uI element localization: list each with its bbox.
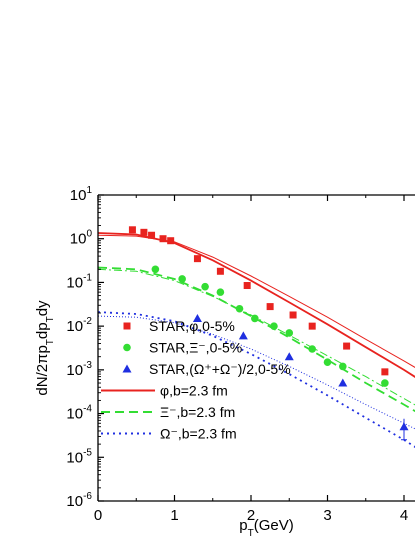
x-tick-label: 1 xyxy=(170,507,178,524)
y-tick-label: 10-2 xyxy=(66,316,92,335)
model-curves xyxy=(98,232,415,448)
y-tick-label: 10-6 xyxy=(66,491,92,510)
legend-marker-triangle xyxy=(122,364,132,373)
data-point-triangle xyxy=(192,313,202,322)
data-point-circle xyxy=(285,329,294,337)
x-tick-label: 3 xyxy=(323,507,331,524)
legend: STAR,φ,0-5% STAR,Ξ⁻,0-5% STAR,(Ω⁺+Ω⁻)/2,0-… xyxy=(101,318,291,442)
data-point-circle xyxy=(235,304,244,313)
data-point-circle xyxy=(323,358,332,366)
legend-label: STAR,φ,0-5% xyxy=(149,318,235,334)
data-point-square xyxy=(243,282,251,290)
x-tick-label: 4 xyxy=(400,507,408,524)
legend-label: Ξ⁻,b=2.3 fm xyxy=(160,404,235,420)
data-point-circle xyxy=(178,275,186,283)
data-point-square xyxy=(140,228,148,236)
data-point-square xyxy=(266,303,274,311)
data-point-square xyxy=(148,231,156,239)
model-curve-4 xyxy=(98,266,415,413)
legend-label: STAR,(Ω⁺+Ω⁻)/2,0-5% xyxy=(149,361,291,377)
legend-label: φ,b=2.3 fm xyxy=(160,383,228,399)
data-point-circle xyxy=(308,345,317,353)
x-axis-title: pT(GeV) xyxy=(239,517,293,537)
y-tick-label: 10-3 xyxy=(66,360,92,379)
data-point-square xyxy=(128,226,136,234)
data-point-triangle xyxy=(284,352,294,361)
data-point-circle xyxy=(339,362,347,371)
legend-marker-circle xyxy=(123,343,131,352)
y-tick-label: 101 xyxy=(70,185,93,204)
model-curve-3 xyxy=(98,232,415,378)
model-curve-secondary xyxy=(98,315,415,430)
data-point-circle xyxy=(216,288,225,296)
y-tick-label: 10-4 xyxy=(66,404,92,423)
legend-label: STAR,Ξ⁻,0-5% xyxy=(149,340,242,356)
model-curve-5 xyxy=(98,311,415,448)
legend-label: Ω⁻,b=2.3 fm xyxy=(160,426,237,442)
data-point-square xyxy=(159,235,167,243)
model-curve-secondary xyxy=(98,234,415,368)
data-point-square xyxy=(289,311,297,319)
data-point-circle xyxy=(151,265,160,274)
x-tick-label: 0 xyxy=(94,507,102,524)
data-point-triangle xyxy=(238,331,248,340)
data-point-circle xyxy=(381,379,389,387)
data-point-triangle xyxy=(399,422,409,431)
data-points xyxy=(128,226,409,441)
x-tick-label: 2 xyxy=(247,507,255,524)
y-tick-label: 100 xyxy=(70,229,93,248)
data-point-square xyxy=(343,342,351,350)
data-point-circle xyxy=(270,322,278,330)
data-point-square xyxy=(167,237,175,245)
axes: 0 1 2 3 4 101 100 10-1 10-2 10-3 10-4 10-5 10-6 xyxy=(66,185,415,524)
model-curve-secondary xyxy=(98,268,415,406)
data-point-circle xyxy=(251,314,259,323)
data-point-triangle xyxy=(338,378,348,387)
data-point-square xyxy=(193,255,201,263)
y-tick-label: 10-5 xyxy=(66,447,92,466)
legend-marker-square xyxy=(123,322,131,330)
data-point-circle xyxy=(201,282,209,291)
y-tick-label: 10-1 xyxy=(66,272,92,291)
data-point-square xyxy=(308,322,316,330)
data-point-square xyxy=(381,368,389,376)
data-point-square xyxy=(216,267,224,275)
y-axis-title: dN/2πpTdpTdy xyxy=(34,300,56,396)
